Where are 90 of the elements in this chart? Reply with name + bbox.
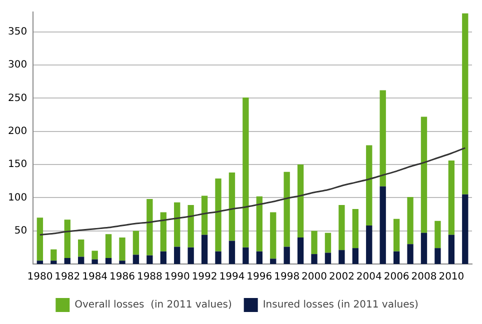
bar — [228, 172, 236, 241]
bar — [297, 237, 304, 264]
x-tick-label: 1988 — [136, 272, 162, 283]
x-tick-label: 1980 — [27, 272, 53, 283]
bar — [228, 240, 236, 264]
bar — [78, 239, 84, 257]
bar — [420, 232, 428, 264]
bar — [352, 208, 358, 248]
bar — [311, 230, 318, 254]
bar — [119, 260, 126, 264]
bar — [462, 13, 468, 194]
bar — [50, 249, 57, 261]
bar — [105, 258, 112, 264]
bar — [132, 254, 140, 264]
y-tick-label: 300 — [8, 60, 28, 71]
bar — [36, 218, 44, 261]
bar — [105, 234, 112, 258]
bar — [462, 194, 468, 264]
bar — [380, 186, 386, 264]
bar — [352, 248, 358, 264]
bar — [366, 145, 372, 226]
bar — [215, 251, 222, 264]
bar — [119, 237, 126, 261]
bar — [92, 259, 98, 264]
bar — [448, 234, 455, 264]
bar — [64, 258, 70, 264]
bar — [256, 196, 262, 252]
bar — [160, 251, 166, 264]
x-tick-label: 2010 — [438, 272, 464, 283]
bar — [434, 248, 441, 264]
bar — [324, 252, 332, 264]
x-tick-label: 1992 — [192, 272, 218, 283]
bar — [311, 254, 318, 264]
y-tick-label: 100 — [8, 192, 28, 204]
legend-label: Insured losses (in 2011 values) — [262, 300, 418, 311]
bar — [393, 218, 400, 252]
x-tick-label: 2000 — [302, 272, 327, 283]
bar — [146, 199, 153, 256]
y-tick-label: 150 — [8, 159, 28, 170]
x-tick-label: 1986 — [110, 272, 135, 283]
bar — [366, 226, 372, 264]
bar — [201, 234, 208, 264]
bar — [256, 251, 262, 264]
bar — [270, 258, 276, 264]
bar — [284, 172, 290, 247]
x-tick-label: 1996 — [246, 272, 272, 283]
bar — [338, 204, 345, 250]
bar — [78, 256, 84, 264]
bar — [338, 250, 345, 264]
x-tick-label: 1998 — [274, 272, 300, 283]
bar — [448, 160, 455, 235]
x-tick-label: 1994 — [219, 272, 245, 283]
bar — [215, 178, 222, 252]
y-tick-label: 200 — [8, 126, 28, 137]
x-tick-label: 2004 — [356, 272, 382, 283]
bar — [174, 202, 180, 247]
bar — [132, 230, 140, 255]
x-tick-label: 1982 — [54, 272, 80, 283]
bar — [188, 204, 194, 248]
y-tick-label: 50 — [14, 225, 28, 236]
bar — [420, 116, 428, 233]
bar — [201, 196, 208, 235]
bar — [174, 246, 180, 264]
bar — [407, 197, 414, 244]
line-series — [39, 147, 466, 236]
x-tick-label: 2008 — [411, 272, 437, 283]
bar — [160, 212, 166, 252]
bar — [407, 244, 414, 264]
y-tick-label: 350 — [8, 26, 28, 38]
bar — [92, 250, 98, 260]
bar — [146, 255, 153, 264]
bar — [50, 260, 57, 264]
bar — [188, 247, 194, 264]
x-tick-label: 1984 — [82, 272, 108, 283]
bar — [242, 247, 249, 264]
bar — [284, 246, 290, 264]
bar — [270, 212, 276, 259]
bar — [36, 260, 44, 264]
x-tick-label: 2002 — [328, 272, 354, 283]
bar — [324, 232, 332, 253]
bar — [64, 220, 70, 258]
legend-label: Overall losses (in 2011 values) — [74, 300, 232, 311]
bar — [393, 251, 400, 264]
bar — [380, 90, 386, 186]
y-tick-label: 250 — [8, 92, 28, 104]
x-tick-label: 2006 — [384, 272, 410, 283]
bar — [297, 164, 304, 238]
x-tick-label: 1990 — [164, 272, 190, 283]
bar — [434, 220, 441, 248]
bar — [242, 98, 249, 248]
